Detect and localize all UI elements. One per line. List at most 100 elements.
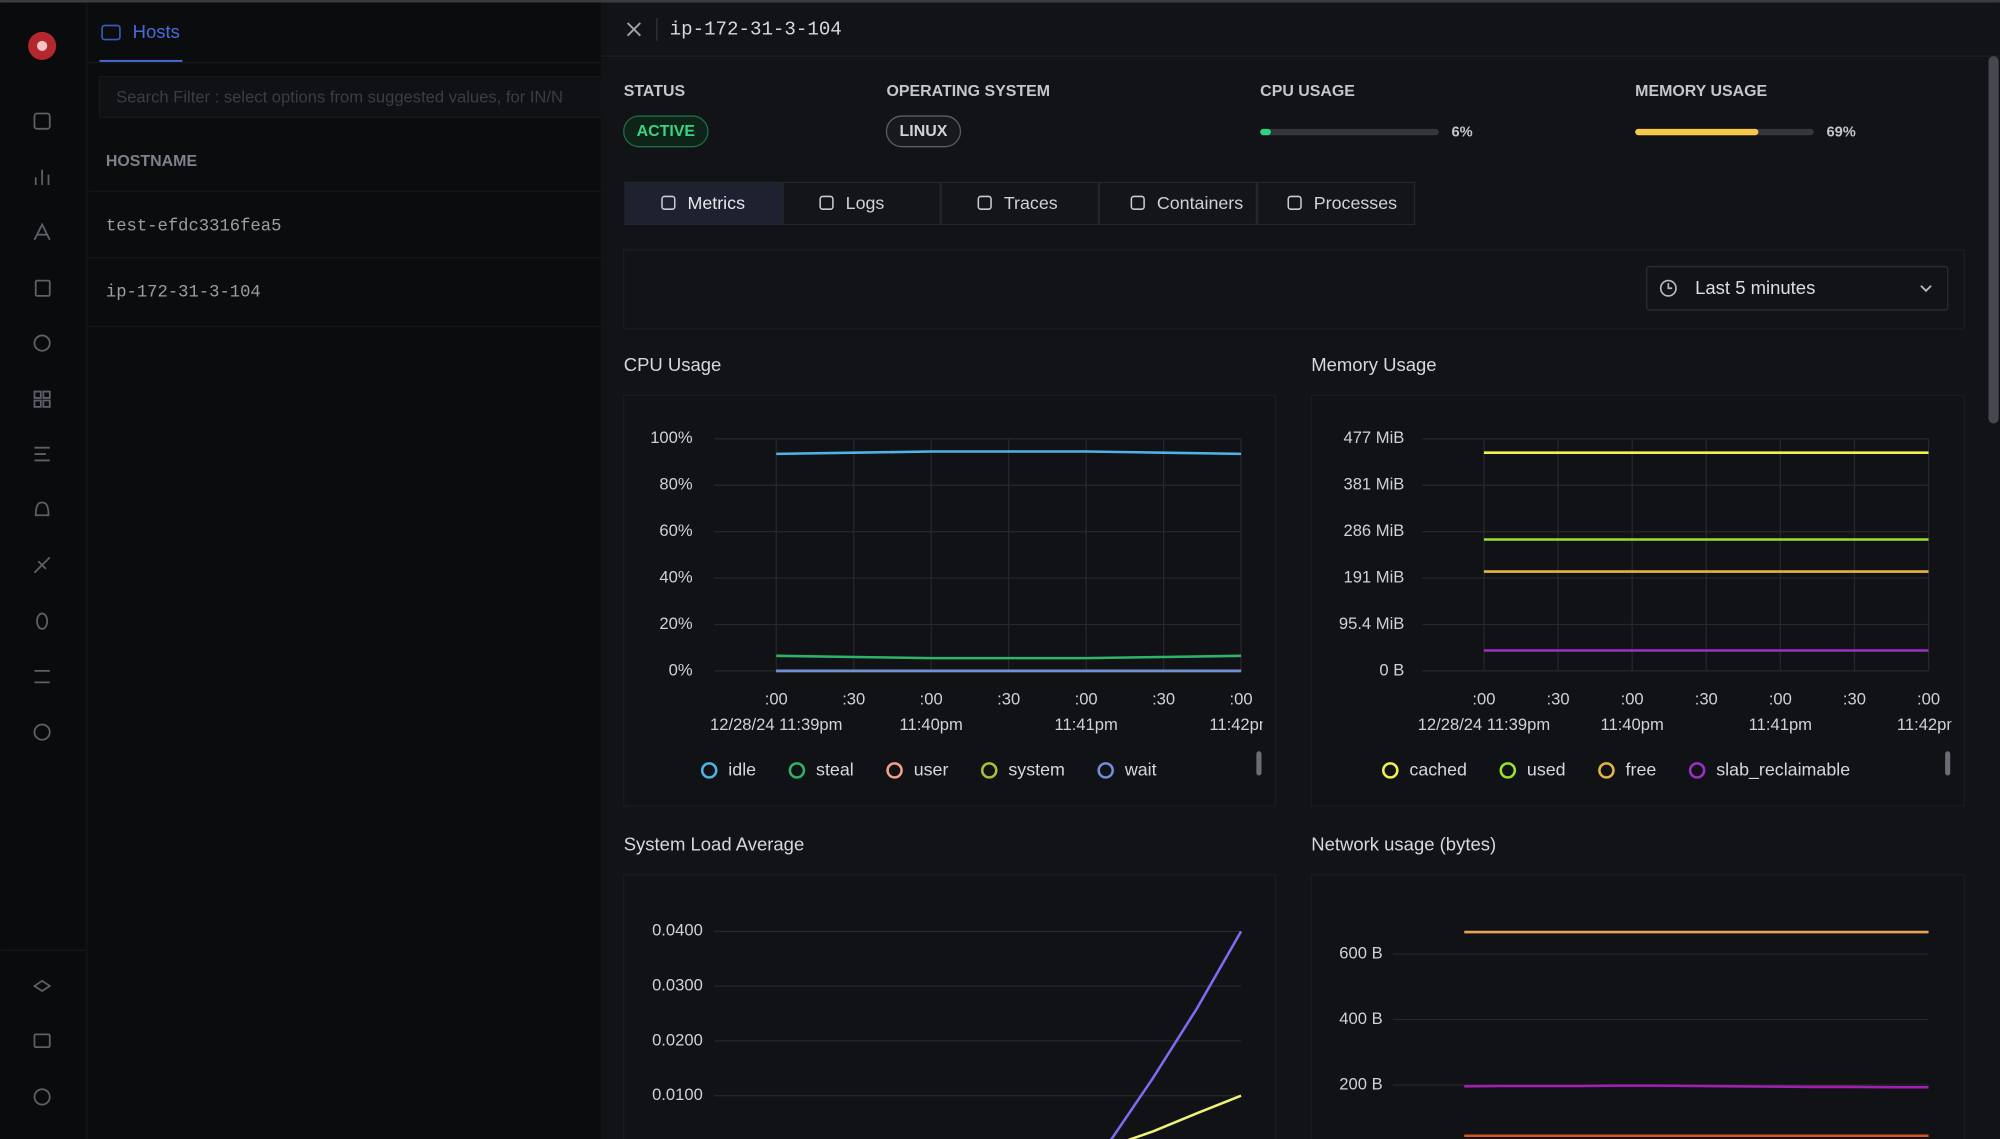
chart-title: Network usage (bytes) bbox=[1311, 834, 1496, 855]
stat-label: CPU USAGE bbox=[1260, 83, 1355, 100]
tab[interactable] bbox=[782, 181, 941, 226]
legend-label[interactable]: idle bbox=[728, 760, 756, 780]
x-date-label: 11:40pm bbox=[1600, 715, 1663, 734]
legend-label[interactable]: user bbox=[914, 760, 949, 780]
hosts-tab-icon bbox=[101, 24, 121, 41]
nav-icon[interactable] bbox=[33, 1033, 51, 1049]
clock-icon bbox=[1659, 279, 1677, 297]
stat-label: OPERATING SYSTEM bbox=[886, 83, 1050, 100]
chart-title: System Load Average bbox=[624, 834, 805, 855]
nav-icon[interactable] bbox=[34, 670, 50, 684]
close-button[interactable] bbox=[626, 22, 641, 37]
x-tick-label: :30 bbox=[1843, 690, 1866, 709]
y-tick-label: 80% bbox=[659, 475, 692, 494]
legend-label[interactable]: steal bbox=[816, 760, 854, 780]
nav-icon[interactable] bbox=[32, 979, 52, 993]
y-tick-label: 191 MiB bbox=[1343, 567, 1404, 586]
x-tick-label: :30 bbox=[997, 690, 1020, 709]
legend-marker[interactable] bbox=[980, 762, 998, 779]
progress-track bbox=[1260, 128, 1439, 136]
x-tick-label: :30 bbox=[842, 690, 865, 709]
y-tick-label: 400 B bbox=[1339, 1009, 1382, 1028]
time-range-select[interactable] bbox=[1646, 265, 1949, 311]
tab[interactable] bbox=[624, 181, 783, 226]
x-date-label: 12/28/24 11:39pm bbox=[1418, 715, 1550, 734]
tab[interactable] bbox=[1257, 181, 1416, 226]
x-tick-label: :30 bbox=[1152, 690, 1175, 709]
stat-label: MEMORY USAGE bbox=[1635, 83, 1767, 100]
legend-label[interactable]: system bbox=[1008, 760, 1065, 780]
legend-marker[interactable] bbox=[1688, 762, 1706, 779]
x-tick-label: :00 bbox=[1230, 690, 1253, 709]
legend-label[interactable]: cached bbox=[1409, 760, 1467, 780]
y-tick-label: 60% bbox=[659, 521, 692, 540]
host-row[interactable]: ip-172-31-3-104 bbox=[106, 284, 261, 303]
time-range: Last 5 minutes bbox=[1695, 277, 1815, 298]
tabs: Metrics Logs Traces Containers Processes bbox=[624, 181, 1416, 226]
host-row[interactable]: test-efdc3316fea5 bbox=[106, 217, 282, 236]
y-tick-label: 600 B bbox=[1339, 943, 1382, 962]
legend-marker[interactable] bbox=[1097, 762, 1114, 779]
nav-icon[interactable] bbox=[33, 556, 51, 574]
legend-label[interactable]: free bbox=[1626, 760, 1657, 780]
nav-icon[interactable] bbox=[34, 169, 50, 185]
nav-icon[interactable] bbox=[34, 279, 51, 297]
legend-scroll[interactable] bbox=[1945, 751, 1951, 776]
nav-icon[interactable] bbox=[33, 222, 51, 241]
x-date-label: 11:40pm bbox=[900, 715, 963, 734]
legend-scroll[interactable] bbox=[1256, 751, 1262, 776]
hosts-tab[interactable]: Hosts bbox=[133, 21, 180, 42]
nav-icon[interactable] bbox=[34, 501, 50, 517]
chart: 200 B 400 B 600 B bbox=[1339, 930, 1929, 1138]
scrollbar[interactable] bbox=[1988, 56, 1999, 424]
legend-marker[interactable] bbox=[886, 762, 903, 779]
nav-icon[interactable] bbox=[36, 612, 49, 630]
x-tick-label: :00 bbox=[765, 690, 788, 709]
x-date-label: 11:41pm bbox=[1749, 715, 1812, 734]
tab-label: Containers bbox=[1157, 193, 1243, 213]
y-tick-label: 0.0300 bbox=[652, 975, 703, 994]
legend-marker[interactable] bbox=[788, 762, 806, 779]
x-tick-label: :00 bbox=[1769, 690, 1792, 709]
search-box[interactable] bbox=[98, 75, 611, 118]
legend-marker[interactable] bbox=[1382, 762, 1399, 779]
nav-icon[interactable] bbox=[34, 446, 50, 462]
legend-marker[interactable] bbox=[1499, 762, 1517, 779]
series-line bbox=[776, 654, 1242, 660]
y-tick-label: 0.0100 bbox=[652, 1085, 703, 1104]
x-date-label: 11:42pm bbox=[1209, 715, 1272, 734]
legend-label[interactable]: wait bbox=[1124, 760, 1157, 780]
chevron bbox=[1920, 285, 1932, 293]
chart-title: Memory Usage bbox=[1311, 354, 1436, 375]
tab[interactable] bbox=[940, 181, 1099, 226]
tab[interactable] bbox=[1098, 181, 1258, 226]
legend-label[interactable]: slab_reclaimable bbox=[1716, 760, 1850, 781]
status-value: ACTIVE bbox=[637, 123, 695, 140]
nav-icon[interactable] bbox=[33, 334, 51, 352]
x-date-label: 12/28/24 11:39pm bbox=[710, 715, 842, 734]
x-date-label: 11:42pm bbox=[1897, 715, 1960, 734]
chart-card bbox=[1310, 394, 1965, 807]
nav-icon[interactable] bbox=[33, 390, 51, 408]
os-value: LINUX bbox=[900, 123, 948, 140]
status-chip bbox=[623, 115, 709, 148]
chart: 0.0100 0.0200 0.0300 0.0400 bbox=[652, 921, 1243, 1139]
series-line bbox=[1110, 930, 1243, 1139]
stat-labels: STATUS OPERATING SYSTEM CPU USAGE MEMORY… bbox=[624, 83, 1767, 100]
legend-marker[interactable] bbox=[700, 762, 718, 779]
chart-card bbox=[623, 874, 1277, 1139]
x-tick-label: :00 bbox=[920, 690, 943, 709]
nav-icon[interactable] bbox=[33, 112, 51, 130]
nav-icon[interactable] bbox=[33, 723, 51, 741]
y-tick-label: 20% bbox=[659, 614, 692, 633]
stat-label: STATUS bbox=[624, 83, 685, 100]
tab-icon bbox=[819, 195, 834, 210]
drawer-title: ip-172-31-3-104 bbox=[670, 18, 842, 40]
legend-label[interactable]: used bbox=[1527, 760, 1566, 780]
x-date-label: 11:41pm bbox=[1054, 715, 1117, 734]
nav-icon[interactable] bbox=[33, 1088, 51, 1106]
x-tick-label: :00 bbox=[1075, 690, 1098, 709]
chart: 0 B 95.4 MiB 191 MiB 286 MiB 381 MiB 477 MiB:… bbox=[1339, 428, 1960, 781]
legend-marker[interactable] bbox=[1598, 762, 1615, 779]
